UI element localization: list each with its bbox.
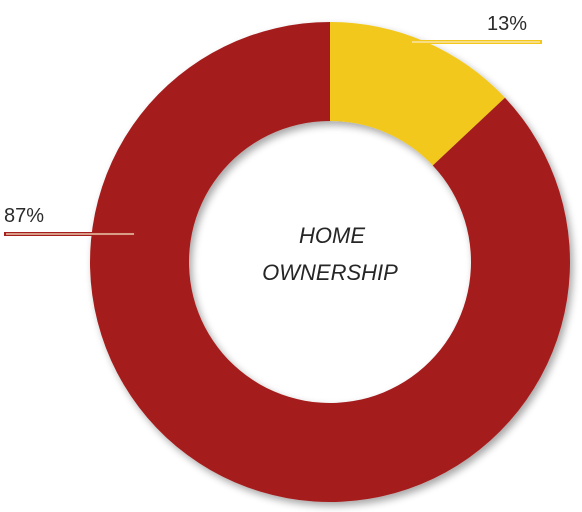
donut-slice-13 bbox=[330, 22, 505, 166]
center-label: HOME OWNERSHIP bbox=[262, 223, 398, 285]
donut-labels: 13% 87% bbox=[4, 13, 542, 236]
donut-slices bbox=[90, 22, 571, 503]
donut-slice-87 bbox=[90, 22, 571, 503]
data-label-13: 13% bbox=[487, 13, 527, 35]
center-label-line-2: OWNERSHIP bbox=[262, 260, 398, 285]
data-label-87: 87% bbox=[4, 205, 44, 227]
center-label-line-1: HOME bbox=[299, 223, 365, 248]
